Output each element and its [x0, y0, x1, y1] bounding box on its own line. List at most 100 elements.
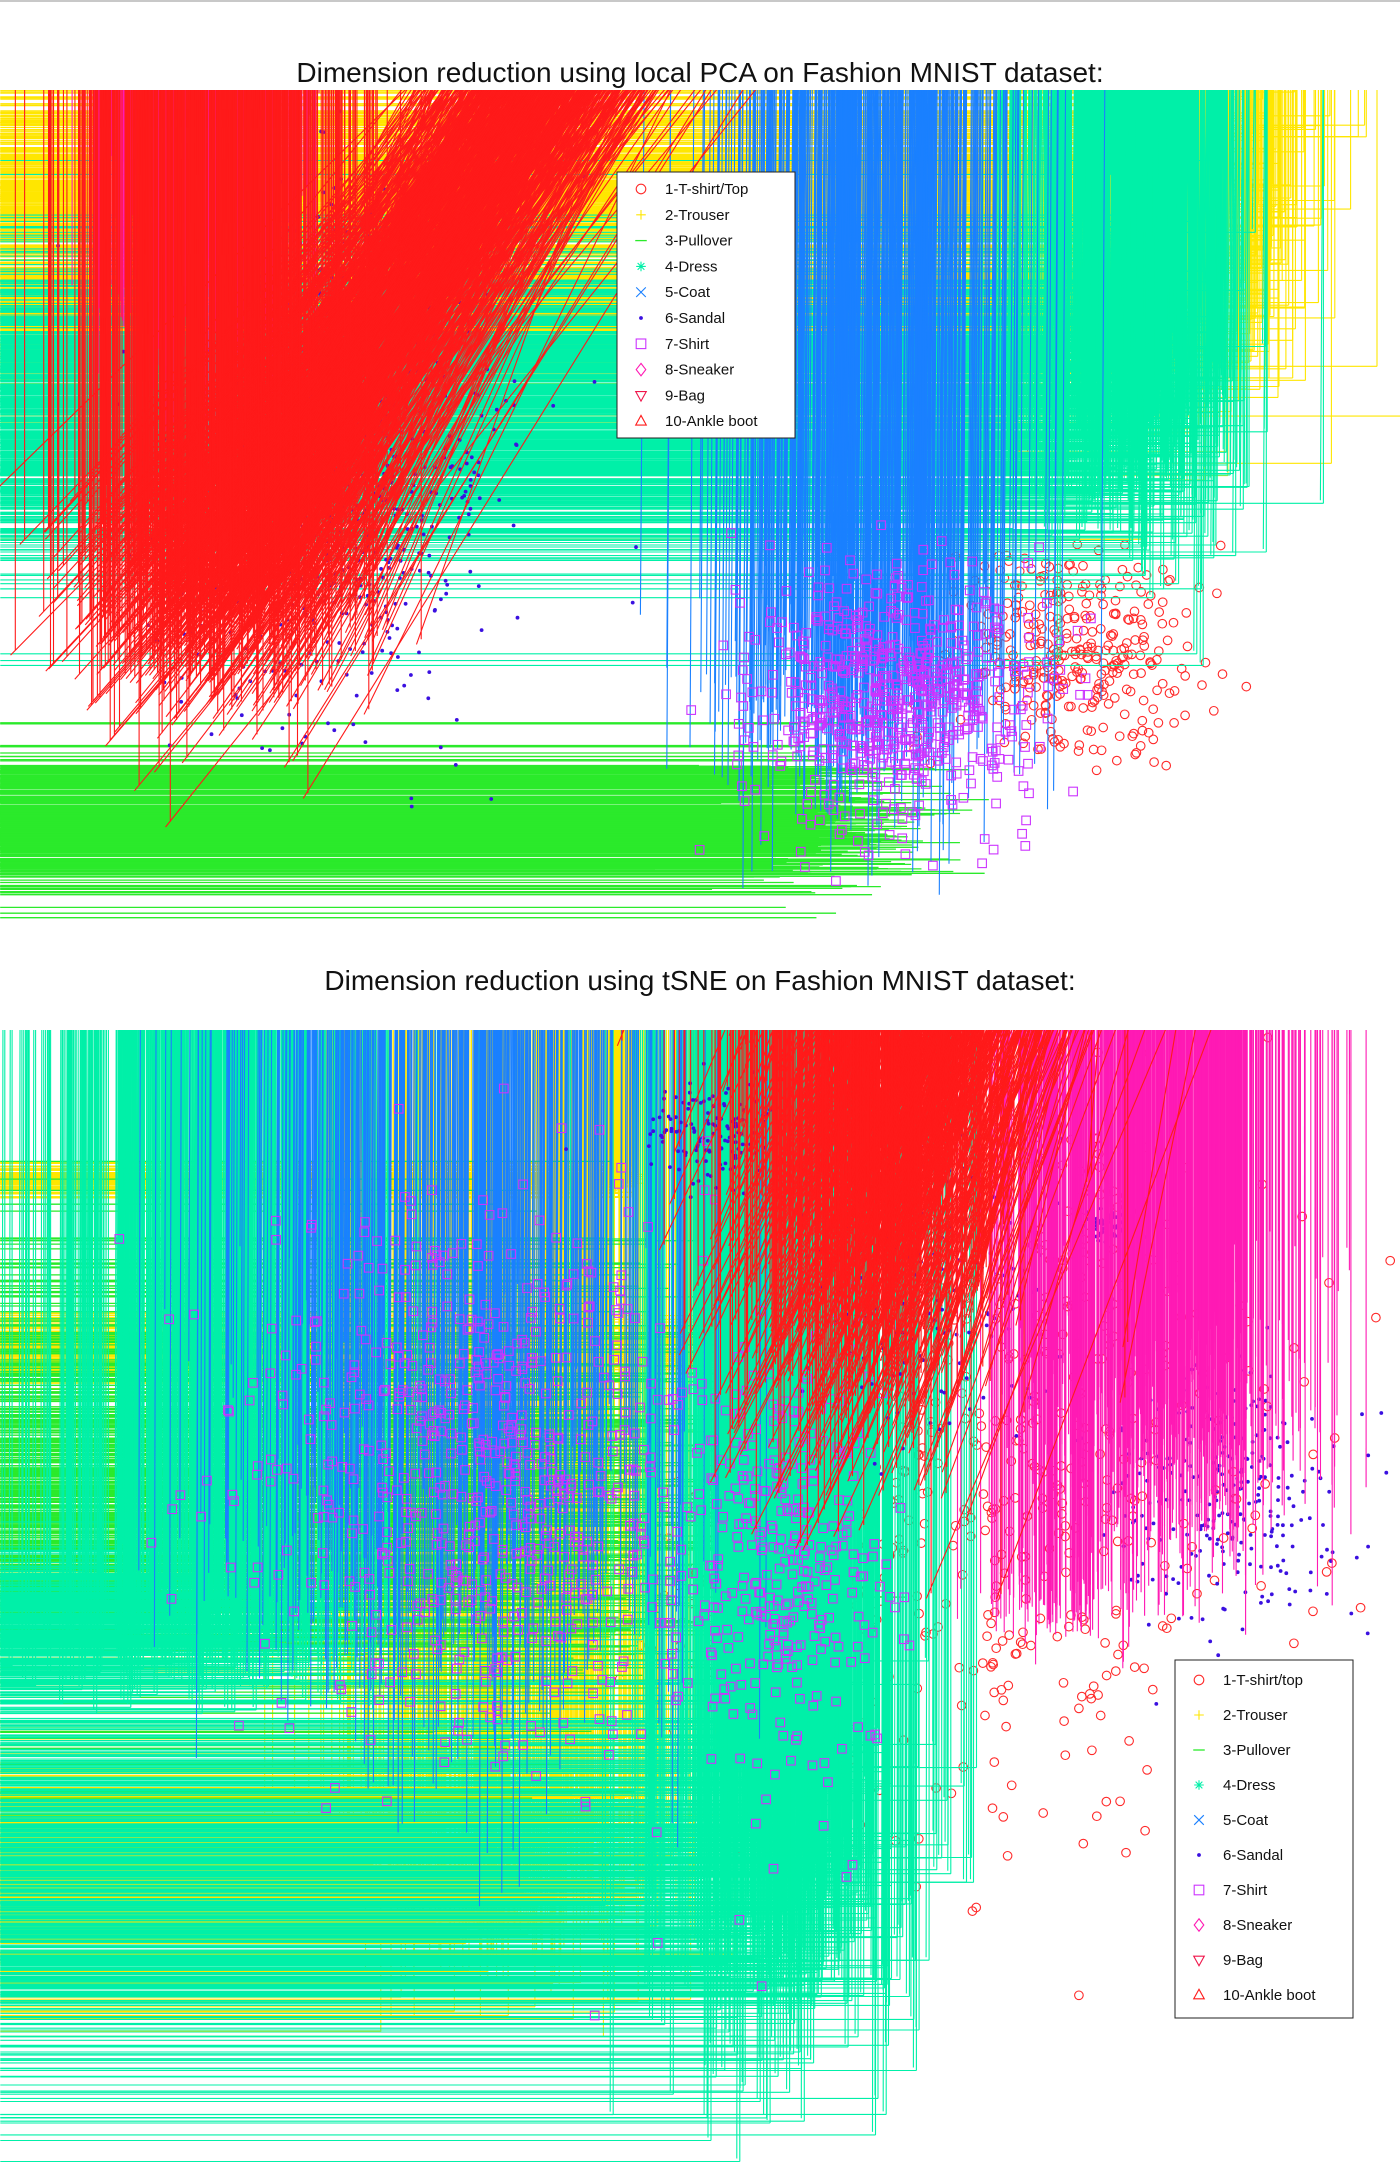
data-point — [1145, 590, 1156, 601]
data-point — [889, 580, 900, 591]
data-point — [885, 648, 895, 659]
data-point — [854, 779, 865, 790]
data-point — [395, 688, 400, 692]
data-point — [838, 746, 848, 757]
data-point — [881, 798, 891, 809]
data-point — [897, 833, 908, 844]
data-point — [464, 461, 469, 466]
data-point — [783, 725, 793, 736]
data-point — [879, 672, 890, 683]
data-point — [768, 669, 778, 680]
data-point — [824, 689, 835, 700]
data-point — [1078, 625, 1089, 636]
data-point — [973, 722, 983, 732]
data-point — [902, 593, 912, 603]
data-point — [810, 774, 820, 785]
data-point — [878, 750, 889, 760]
data-point — [970, 710, 980, 721]
data-point — [1087, 627, 1098, 637]
data-point — [1040, 701, 1051, 711]
data-point — [994, 692, 1005, 702]
data-point — [992, 722, 1002, 733]
data-point — [845, 697, 856, 708]
data-point — [634, 545, 638, 549]
data-point — [831, 876, 841, 886]
data-point — [1143, 599, 1154, 609]
data-point — [857, 607, 868, 618]
data-point — [1042, 657, 1053, 668]
data-point — [1045, 726, 1056, 737]
data-point — [873, 720, 883, 731]
data-point — [721, 689, 731, 700]
data-point — [1024, 633, 1035, 643]
data-point — [1107, 631, 1117, 642]
data-point — [995, 684, 1006, 695]
data-point — [962, 690, 973, 700]
data-point — [0, 90, 1250, 488]
data-point — [209, 732, 214, 737]
data-point — [829, 601, 839, 612]
data-point — [870, 588, 881, 598]
data-point — [836, 825, 847, 835]
data-point — [739, 652, 749, 663]
data-point — [1016, 704, 1026, 715]
data-point — [801, 680, 811, 691]
data-point — [466, 512, 471, 517]
data-point — [789, 736, 800, 747]
data-point — [1109, 693, 1120, 703]
data-point — [1060, 678, 1071, 689]
data-point — [1003, 556, 1014, 566]
data-point — [630, 600, 635, 605]
data-point — [280, 726, 285, 731]
data-point — [852, 654, 863, 665]
data-point — [1082, 725, 1093, 736]
data-point — [1136, 587, 1146, 597]
series-1-t-shirt-top — [909, 446, 1252, 776]
data-point — [402, 683, 407, 688]
data-point — [902, 666, 912, 677]
data-point — [916, 665, 926, 675]
data-point — [1070, 646, 1081, 657]
data-point — [1007, 731, 1018, 742]
data-point — [497, 498, 502, 502]
data-point — [987, 746, 998, 757]
data-point — [992, 772, 1003, 782]
data-point — [994, 604, 1005, 615]
data-point — [1055, 689, 1065, 699]
data-point — [799, 732, 810, 742]
data-point — [954, 729, 965, 740]
data-point — [861, 635, 872, 646]
data-point — [514, 442, 518, 447]
data-point — [1072, 625, 1083, 636]
data-point — [396, 655, 400, 659]
data-point — [1038, 672, 1049, 683]
data-point — [868, 795, 879, 806]
data-point — [1128, 669, 1139, 680]
data-point — [910, 763, 921, 773]
data-point — [961, 654, 971, 665]
data-point — [1042, 598, 1052, 608]
data-point — [913, 751, 923, 762]
data-point — [1069, 613, 1080, 624]
data-point — [433, 608, 437, 612]
data-point — [1042, 713, 1053, 724]
data-point — [971, 669, 981, 679]
data-point — [1123, 649, 1133, 660]
data-point — [1162, 635, 1173, 646]
data-point — [468, 569, 473, 574]
data-point — [792, 630, 802, 641]
data-point — [882, 739, 893, 750]
data-point — [799, 654, 810, 665]
data-point — [847, 665, 858, 676]
data-point — [968, 621, 979, 632]
data-point — [1096, 745, 1107, 756]
data-point — [858, 654, 869, 665]
data-point — [781, 586, 792, 596]
data-point — [1024, 657, 1034, 667]
data-point — [477, 496, 482, 501]
data-point — [758, 715, 768, 726]
data-point — [869, 655, 879, 665]
data-point — [892, 764, 903, 775]
data-point — [936, 536, 947, 546]
data-point — [1137, 725, 1148, 736]
